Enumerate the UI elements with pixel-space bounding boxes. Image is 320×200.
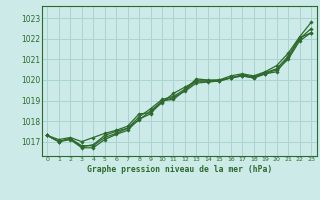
X-axis label: Graphe pression niveau de la mer (hPa): Graphe pression niveau de la mer (hPa) bbox=[87, 165, 272, 174]
